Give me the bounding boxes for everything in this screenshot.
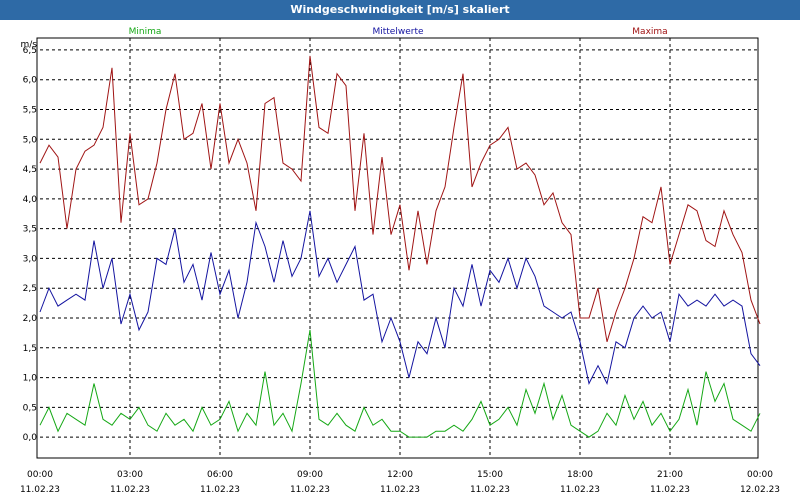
legend-entry-maxima: Maxima [632, 27, 667, 37]
axis-labels: 0,0 0,5 1,0 1,5 2,0 2,5 3,0 3,5 4,0 4,5 5,0 5,5 6,0 6… [20, 40, 780, 495]
series-line-minima [39, 329, 761, 438]
x-tick-date: 11.02.23 [200, 485, 240, 495]
x-tick-time: 00:00 [27, 470, 53, 480]
x-tick-time: 15:00 [477, 470, 503, 480]
y-tick-label: 1,5 [23, 344, 37, 354]
x-tick-time: 06:00 [207, 470, 233, 480]
y-tick-label: 4,5 [23, 165, 37, 175]
x-tick-time: 18:00 [567, 470, 593, 480]
series-line-maxima [39, 55, 761, 342]
x-tick-date: 11.02.23 [380, 485, 420, 495]
y-tick-label: 5,0 [23, 135, 38, 145]
x-tick-time: 00:00 [747, 470, 773, 480]
plot-area [36, 37, 759, 459]
x-tick-date: 11.02.23 [650, 485, 690, 495]
x-tick-date: 12.02.23 [740, 485, 780, 495]
x-tick-date: 11.02.23 [290, 485, 330, 495]
y-tick-label: 5,5 [23, 105, 37, 115]
y-tick-label: 6,5 [23, 46, 37, 56]
x-tick-time: 21:00 [657, 470, 683, 480]
legend-entry-minima: Minima [129, 27, 162, 37]
y-tick-label: 0,0 [23, 433, 38, 443]
x-tick-date: 11.02.23 [470, 485, 510, 495]
y-axis-unit: m/s [21, 40, 38, 50]
legend: Minima Mittelwerte Maxima [129, 27, 668, 37]
chart-title: Windgeschwindigkeit [m/s] skaliert [0, 0, 800, 20]
x-tick-date: 11.02.23 [560, 485, 600, 495]
x-tick-time: 03:00 [117, 470, 143, 480]
y-tick-label: 1,0 [23, 374, 38, 384]
y-tick-label: 2,0 [23, 314, 38, 324]
series-line-mittelwerte [39, 210, 761, 385]
y-tick-label: 6,0 [23, 76, 38, 86]
series-group [39, 55, 761, 438]
legend-entry-mittelwerte: Mittelwerte [372, 27, 423, 37]
x-tick-date: 11.02.23 [110, 485, 150, 495]
x-tick-time: 12:00 [387, 470, 413, 480]
x-tick-time: 09:00 [297, 470, 323, 480]
y-tick-label: 0,5 [23, 403, 37, 413]
y-tick-label: 3,5 [23, 225, 37, 235]
x-tick-date: 11.02.23 [20, 485, 60, 495]
y-tick-label: 2,5 [23, 284, 37, 294]
y-tick-label: 3,0 [23, 254, 38, 264]
y-tick-label: 4,0 [23, 195, 38, 205]
